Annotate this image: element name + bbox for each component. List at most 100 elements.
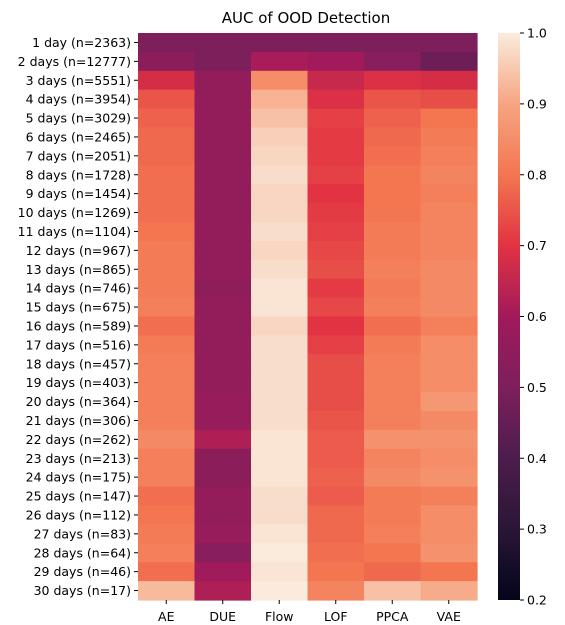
heatmap-cell bbox=[420, 581, 478, 601]
heatmap-cell bbox=[251, 184, 309, 204]
heatmap-cell bbox=[251, 297, 309, 318]
colorbar: 0.2 0.3 0.4 0.5 0.6 0.7 0.8 0.9 1.0 bbox=[498, 26, 547, 608]
heatmap-cell bbox=[364, 165, 422, 185]
heatmap-cell bbox=[364, 448, 422, 469]
heatmap-cell bbox=[307, 373, 365, 393]
colorbar-tick-label: 0.6 bbox=[527, 309, 547, 324]
heatmap-cell bbox=[420, 33, 478, 53]
heatmap-cell bbox=[138, 524, 196, 544]
heatmap-cell bbox=[364, 524, 422, 544]
heatmap-cell bbox=[138, 316, 196, 336]
heatmap-cell bbox=[138, 354, 196, 374]
heatmap-cell bbox=[420, 108, 478, 129]
heatmap-cell bbox=[307, 278, 365, 299]
heatmap-cell bbox=[307, 146, 365, 166]
row-label: 7 days (n=2051) bbox=[26, 148, 131, 163]
heatmap-cell bbox=[138, 562, 196, 582]
column-label: AE bbox=[158, 609, 175, 624]
heatmap-cell bbox=[364, 335, 422, 355]
heatmap-cell bbox=[307, 524, 365, 544]
row-label: 6 days (n=2465) bbox=[26, 129, 131, 144]
heatmap-cell bbox=[364, 411, 422, 431]
heatmap-cell bbox=[307, 505, 365, 525]
row-label: 11 days (n=1104) bbox=[18, 224, 131, 239]
heatmap-cell bbox=[251, 354, 309, 374]
heatmap-cell bbox=[307, 411, 365, 431]
heatmap-cell bbox=[251, 259, 309, 280]
heatmap-cell bbox=[307, 486, 365, 507]
heatmap-cell bbox=[307, 127, 365, 147]
heatmap-cell bbox=[194, 127, 252, 147]
column-label: PPCA bbox=[376, 609, 409, 624]
heatmap-cell bbox=[364, 51, 422, 72]
heatmap-cell bbox=[251, 524, 309, 544]
row-label: 20 days (n=364) bbox=[26, 394, 131, 409]
heatmap-cells bbox=[138, 33, 478, 601]
heatmap-cell bbox=[307, 392, 365, 412]
heatmap-cell bbox=[194, 278, 252, 299]
heatmap-cell bbox=[251, 411, 309, 431]
colorbar-tick-label: 0.4 bbox=[527, 451, 547, 466]
heatmap-cell bbox=[364, 505, 422, 525]
row-label: 18 days (n=457) bbox=[26, 356, 131, 371]
heatmap-cell bbox=[420, 203, 478, 223]
heatmap-cell bbox=[251, 278, 309, 299]
row-label: 5 days (n=3029) bbox=[26, 111, 131, 126]
heatmap-cell bbox=[420, 278, 478, 299]
heatmap-cell bbox=[251, 222, 309, 242]
heatmap-cell bbox=[364, 581, 422, 601]
heatmap-cell bbox=[138, 33, 196, 53]
heatmap-cell bbox=[307, 222, 365, 242]
heatmap-cell bbox=[251, 203, 309, 223]
row-label: 15 days (n=675) bbox=[26, 300, 131, 315]
heatmap-cell bbox=[420, 89, 478, 110]
heatmap-cell bbox=[420, 543, 478, 563]
heatmap-cell bbox=[307, 165, 365, 185]
heatmap-cell bbox=[420, 127, 478, 147]
heatmap-cell bbox=[307, 429, 365, 450]
heatmap-cell bbox=[138, 448, 196, 469]
chart-title: AUC of OOD Detection bbox=[222, 9, 391, 27]
heatmap-cell bbox=[194, 184, 252, 204]
heatmap-cell bbox=[364, 467, 422, 488]
row-label: 29 days (n=46) bbox=[34, 564, 131, 579]
heatmap-cell bbox=[138, 429, 196, 450]
heatmap-cell bbox=[251, 146, 309, 166]
colorbar-gradient bbox=[498, 33, 520, 600]
heatmap-cell bbox=[364, 89, 422, 110]
row-label: 12 days (n=967) bbox=[26, 243, 131, 258]
heatmap-cell bbox=[307, 354, 365, 374]
heatmap-cell bbox=[364, 33, 422, 53]
heatmap-cell bbox=[194, 297, 252, 318]
heatmap-cell bbox=[307, 89, 365, 110]
heatmap-cell bbox=[420, 222, 478, 242]
heatmap-cell bbox=[307, 240, 365, 261]
heatmap-cell bbox=[251, 335, 309, 355]
heatmap-cell bbox=[420, 184, 478, 204]
heatmap-cell bbox=[138, 146, 196, 166]
column-label: LOF bbox=[324, 609, 348, 624]
heatmap-cell bbox=[251, 543, 309, 563]
heatmap-cell bbox=[420, 354, 478, 374]
heatmap-cell bbox=[420, 316, 478, 336]
heatmap-cell bbox=[307, 297, 365, 318]
colorbar-tick-label: 0.9 bbox=[527, 96, 547, 111]
heatmap-cell bbox=[138, 373, 196, 393]
heatmap-cell bbox=[138, 297, 196, 318]
heatmap-cell bbox=[138, 222, 196, 242]
row-label: 27 days (n=83) bbox=[34, 526, 131, 541]
heatmap-cell bbox=[420, 392, 478, 412]
heatmap-cell bbox=[307, 259, 365, 280]
heatmap-cell bbox=[138, 70, 196, 91]
heatmap-cell bbox=[364, 486, 422, 507]
heatmap-cell bbox=[138, 467, 196, 488]
row-label: 19 days (n=403) bbox=[26, 375, 131, 390]
row-label: 22 days (n=262) bbox=[26, 432, 131, 447]
heatmap-cell bbox=[194, 524, 252, 544]
heatmap-cell bbox=[420, 562, 478, 582]
heatmap-cell bbox=[307, 184, 365, 204]
heatmap-cell bbox=[251, 448, 309, 469]
heatmap-cell bbox=[307, 108, 365, 129]
heatmap-cell bbox=[364, 203, 422, 223]
